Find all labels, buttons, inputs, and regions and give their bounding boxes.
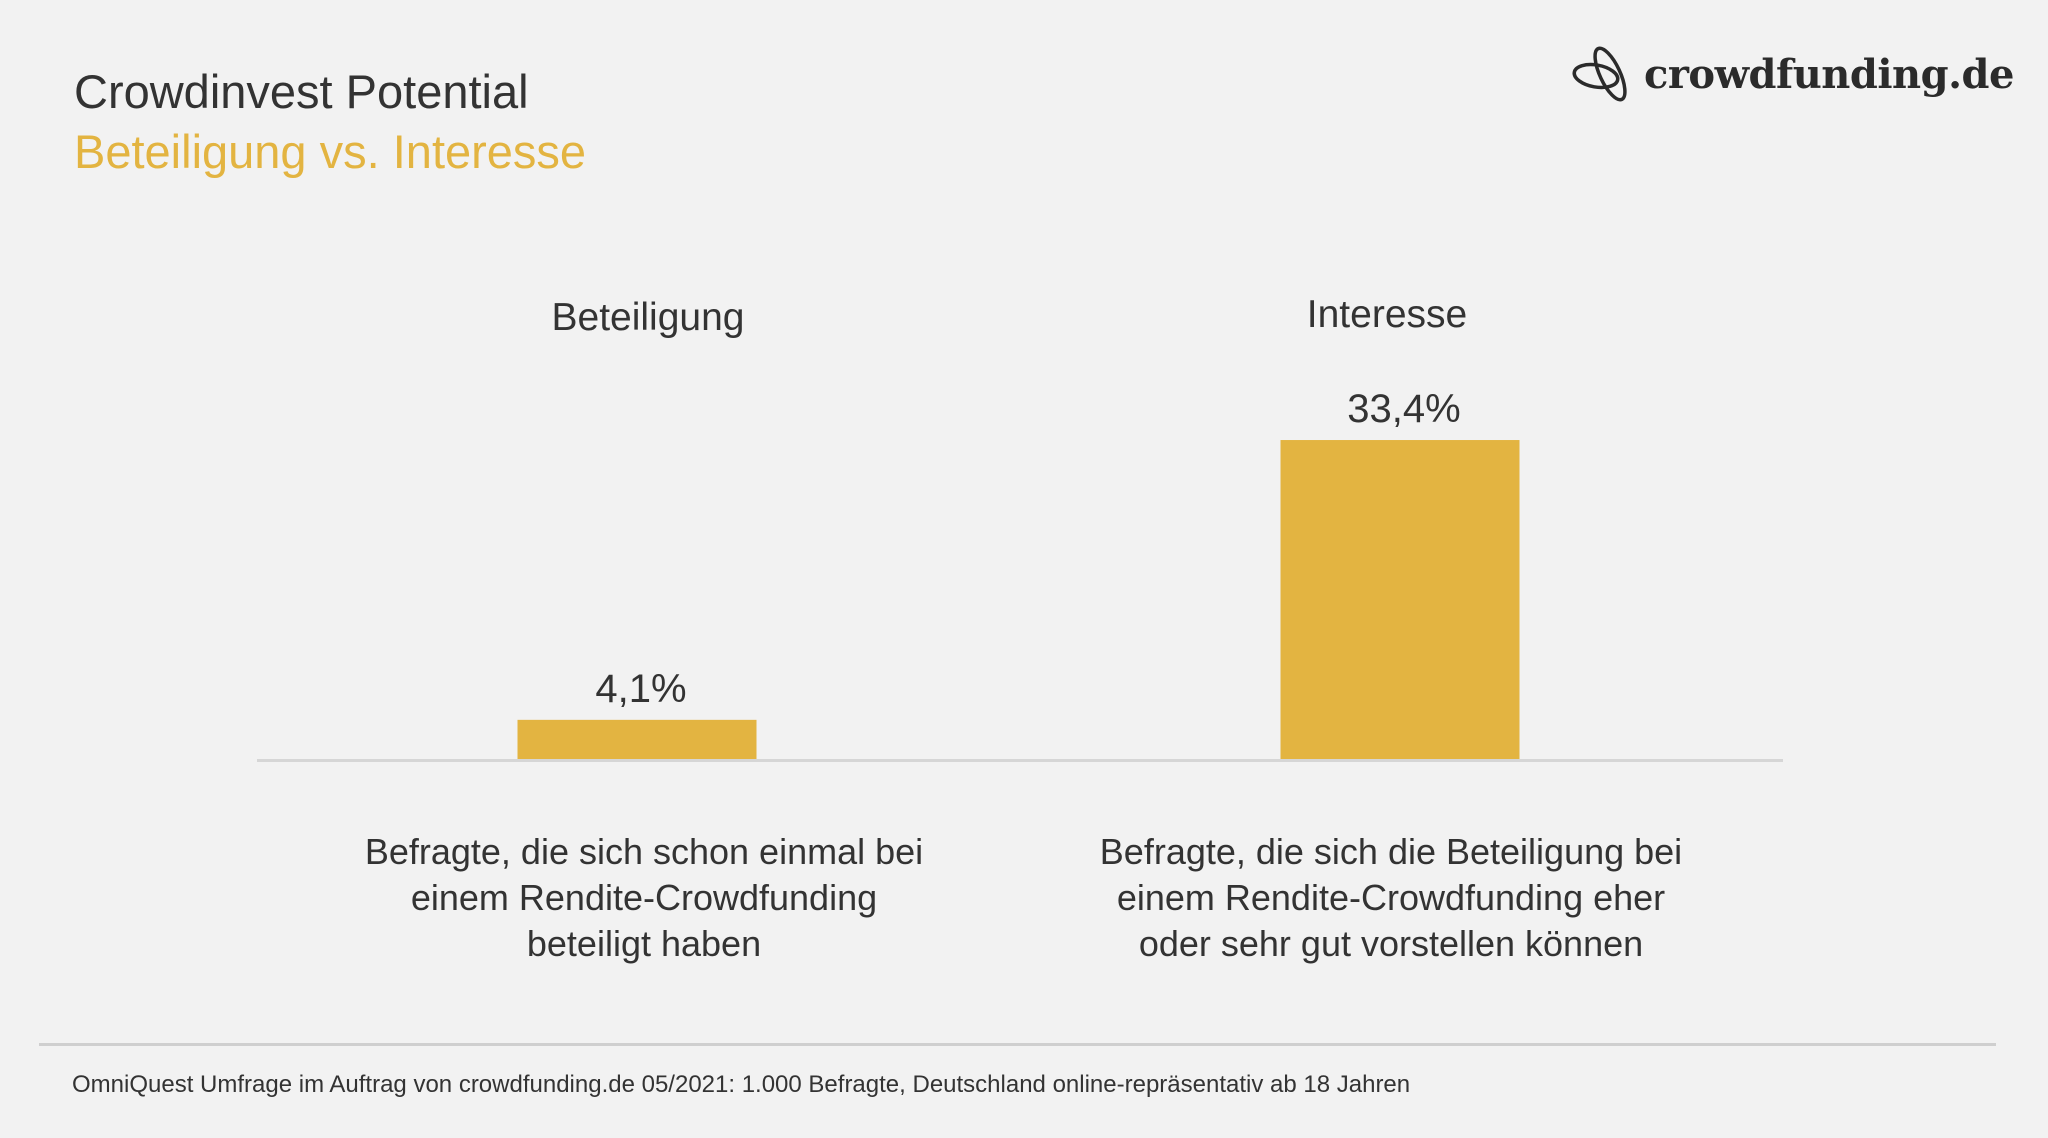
description-line: Befragte, die sich schon einmal bei: [364, 831, 924, 872]
description-line: einem Rendite-Crowdfunding: [410, 877, 878, 918]
category-label: Interesse: [1307, 293, 1467, 336]
logo-text: crowdfunding.de: [1644, 50, 2014, 98]
description-line: oder sehr gut vorstellen können: [1138, 923, 1644, 964]
data-label: 4,1%: [595, 667, 686, 711]
chart-title: Crowdinvest Potential: [74, 65, 529, 118]
bar-chart: 4,1% Beteiligung 33,4% Interesse: [257, 293, 1783, 762]
description-line: einem Rendite-Crowdfunding eher: [1116, 877, 1666, 918]
chart-subtitle: Beteiligung vs. Interesse: [74, 125, 587, 178]
bar: [517, 719, 757, 759]
bar-description: Befragte, die sich die Beteiligung bei e…: [1061, 829, 1721, 967]
data-label: 33,4%: [1347, 387, 1460, 431]
source-note: OmniQuest Umfrage im Auftrag von crowdfu…: [72, 1071, 1411, 1098]
bar-description: Befragte, die sich schon einmal bei eine…: [314, 829, 974, 967]
footer-divider: [39, 1043, 1996, 1046]
bar: [1280, 440, 1520, 759]
knot-icon: [1572, 46, 1627, 102]
category-label: Beteiligung: [552, 296, 745, 339]
description-line: beteiligt haben: [526, 923, 762, 964]
brand-logo: crowdfunding.de: [1570, 42, 2014, 106]
description-line: Befragte, die sich die Beteiligung bei: [1099, 831, 1683, 872]
